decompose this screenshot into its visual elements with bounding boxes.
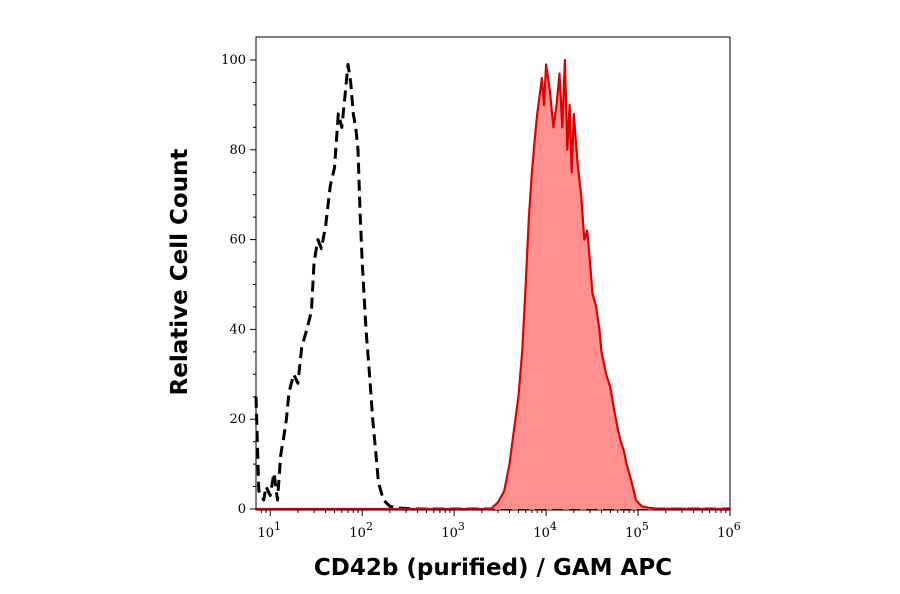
y-tick-label-0: 0 (238, 502, 246, 517)
y-tick-label-3: 60 (229, 233, 246, 248)
series-0-line (254, 63, 730, 511)
plot-area (254, 58, 731, 511)
x-tick-label-2: 103 (441, 520, 465, 541)
y-tick-label-5: 100 (221, 53, 246, 68)
x-tick-label-3: 104 (533, 520, 557, 541)
x-axis-title: CD42b (purified) / GAM APC (314, 555, 672, 581)
y-tick-label-4: 80 (229, 143, 246, 158)
series-1-area (256, 60, 730, 509)
axes: 0 20 40 60 80 100 101 102 103 104 105 106 (221, 36, 741, 541)
x-tick-label-0: 101 (257, 520, 281, 541)
x-tick-label-4: 105 (625, 520, 649, 541)
series-1-outline (256, 58, 731, 511)
plot-frame (255, 36, 731, 511)
x-tick-label-5: 106 (717, 520, 741, 541)
y-axis-title: Relative Cell Count (167, 149, 193, 396)
y-tick-label-1: 20 (229, 412, 246, 427)
x-tick-label-1: 102 (349, 520, 373, 541)
y-tick-label-2: 40 (229, 322, 246, 337)
